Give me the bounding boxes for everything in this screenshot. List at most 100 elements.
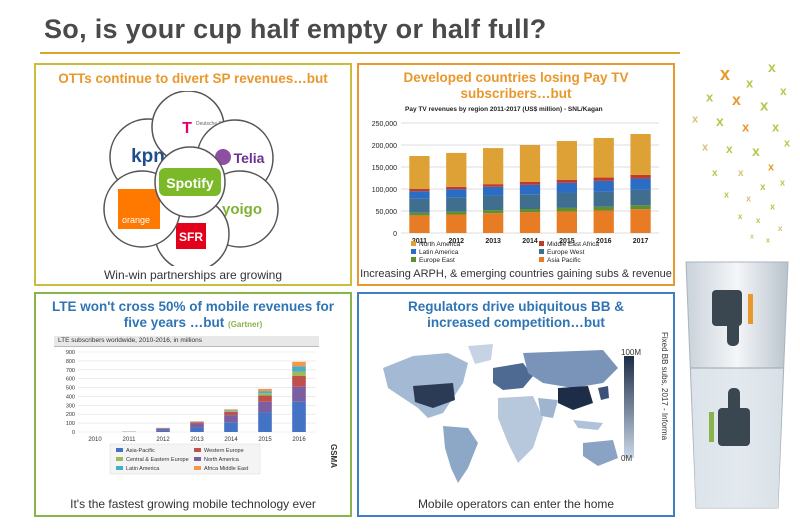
lte-bar-segment: [224, 410, 238, 412]
lte-legend-swatch: [194, 448, 201, 452]
lte-bar-segment: [258, 395, 272, 402]
x-mark-icon: x: [760, 182, 766, 193]
paytv-legend-swatch: [411, 249, 416, 254]
x-mark-icon: x: [756, 216, 761, 225]
paytv-bar-segment: [409, 212, 430, 216]
paytv-bar-segment: [593, 210, 614, 233]
lte-side-source: GSMA: [329, 444, 338, 468]
paytv-x-tick: 2011: [412, 238, 427, 245]
paytv-legend-swatch: [539, 241, 544, 246]
paytv-bar-segment: [593, 180, 614, 192]
lte-chart-title: LTE subscribers worldwide, 2010-2016, in…: [58, 337, 203, 344]
paytv-bar-segment: [593, 177, 614, 181]
lte-chart-title-bar: LTE subscribers worldwide, 2010-2016, in…: [54, 336, 319, 347]
paytv-y-tick: 200,000: [372, 143, 397, 150]
lte-y-tick: 300: [66, 403, 75, 409]
slide-title: So, is your cup half empty or half full?: [44, 14, 547, 44]
lte-bar-segment: [292, 401, 306, 432]
x-mark-icon: x: [746, 76, 754, 91]
paytv-bar-segment: [630, 178, 651, 190]
paytv-bar-segment: [519, 181, 541, 185]
paytv-legend-label: Asia Pacific: [547, 257, 581, 263]
thumbs-up-icon: [709, 388, 750, 446]
paytv-bar-segment: [409, 156, 430, 189]
regulators-heading-line2: increased competition…but: [427, 315, 605, 330]
x-mark-icon: x: [738, 168, 744, 179]
lte-legend-label: North America: [204, 457, 240, 463]
paytv-bar-segment: [556, 211, 577, 233]
paytv-bar-segment: [519, 184, 541, 195]
paytv-bar-segment: [446, 189, 467, 198]
x-mark-icon: x: [742, 120, 750, 135]
lte-y-tick: 500: [66, 386, 75, 392]
paytv-bar-segment: [446, 197, 467, 212]
kpn-logo-text: kpn: [131, 146, 165, 167]
paytv-legend-label: North America: [419, 241, 461, 248]
lte-x-tick: 2012: [156, 437, 170, 443]
paytv-legend-label: Latin America: [419, 249, 459, 256]
paytv-bar-segment: [519, 212, 541, 233]
regulators-heading-line1: Regulators drive ubiquitous BB &: [407, 299, 624, 314]
lte-bar-segment: [292, 386, 306, 402]
paytv-bar-segment: [593, 137, 614, 178]
lte-y-tick: 100: [66, 421, 75, 427]
lte-legend-swatch: [194, 457, 201, 461]
lte-side-source-box: GSMA: [326, 444, 338, 474]
lte-legend-label: Asia-Pacific: [126, 448, 155, 454]
paytv-chart-title: Pay TV revenues by region 2011-2017 (US$…: [405, 106, 603, 113]
lte-x-tick: 2011: [123, 437, 137, 443]
lte-y-tick: 200: [66, 412, 75, 418]
lte-bar-segment: [190, 422, 204, 424]
paytv-bar-segment: [556, 207, 577, 212]
otts-heading: OTTs continue to divert SP revenues…but: [58, 71, 328, 86]
lte-y-tick: 700: [66, 368, 75, 374]
lte-legend-box: [109, 443, 261, 475]
lte-legend-label: Africa Middle East: [204, 466, 249, 472]
x-mark-icon: x: [766, 238, 770, 245]
lte-subscribers-chart: 0 100 200 300 400 500 600 700 800 900 2010 2011 2012…: [66, 350, 316, 475]
paytv-x-tick: 2013: [485, 238, 501, 245]
center-spotify: Spotify: [154, 146, 226, 218]
paytv-bar-segment: [519, 194, 541, 210]
paytv-bar-segment: [519, 209, 541, 213]
paytv-y-tick: 100,000: [372, 187, 397, 194]
x-mark-icon: x: [768, 162, 775, 174]
x-mark-icon: x: [768, 59, 776, 75]
lte-legend-swatch: [116, 448, 123, 452]
paytv-bar-segment: [630, 174, 651, 179]
lte-bar-segment: [190, 423, 204, 428]
paytv-x-tick: 2012: [448, 238, 464, 245]
paytv-panel: Developed countries losing Pay TV subscr…: [357, 63, 675, 286]
paytv-bar-segment: [446, 214, 467, 233]
lte-heading-line2: five years …but: [123, 315, 225, 330]
paytv-legend-swatch: [411, 241, 416, 246]
x-mark-icon: x: [770, 202, 775, 212]
paytv-legend-label: Europe West: [547, 249, 585, 256]
paytv-bar-segment: [593, 191, 614, 207]
paytv-legend-swatch: [411, 257, 416, 262]
x-mark-icon: x: [692, 114, 699, 126]
paytv-x-tick: 2015: [559, 238, 575, 245]
lte-bar-segment: [258, 412, 272, 432]
regulators-side-source-box: Fixed BB subs, 2017 - Informa: [657, 332, 669, 482]
lte-bar-segment: [292, 371, 306, 376]
paytv-bar-segment: [556, 192, 577, 208]
lte-legend-swatch: [194, 466, 201, 470]
paytv-bar-segment: [446, 152, 467, 187]
paytv-legend-label: Middle East Africa: [547, 241, 599, 248]
lte-y-tick: 600: [66, 377, 75, 383]
paytv-y-tick: 150,000: [372, 165, 397, 172]
otts-footer: Win-win partnerships are growing: [103, 268, 283, 282]
legend-min-label: 0M: [621, 454, 633, 463]
paytv-bar-segment: [409, 191, 430, 199]
paytv-bar-segment: [483, 210, 504, 214]
lte-x-tick: 2016: [292, 437, 306, 443]
lte-bar-segment: [258, 391, 272, 394]
telia-logo-text: Telia: [234, 150, 265, 166]
lte-bar-segment: [224, 412, 238, 416]
x-mark-icon: x: [724, 190, 729, 200]
lte-legend-label: Western Europe: [204, 448, 244, 454]
paytv-bar-segment: [630, 134, 651, 175]
x-mark-icon: x: [702, 142, 709, 154]
x-mark-icon: x: [780, 84, 787, 98]
